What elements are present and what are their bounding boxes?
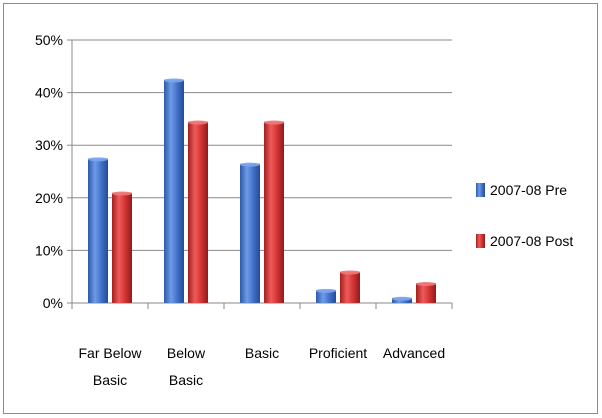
x-category-label: Far Below — [78, 345, 142, 361]
y-tick-label: 50% — [35, 32, 63, 48]
bar-post-top — [416, 282, 436, 287]
y-tick-label: 0% — [43, 295, 63, 311]
legend-swatch-post — [476, 234, 485, 248]
bar-pre-top — [240, 162, 260, 167]
bar-post — [264, 121, 284, 303]
bar-post-top — [340, 270, 360, 275]
bar-pre-top — [164, 78, 184, 83]
bar-pre — [240, 163, 260, 303]
y-tick-label: 40% — [35, 85, 63, 101]
x-category-label: Advanced — [383, 345, 445, 361]
x-category-label: Basic — [245, 345, 279, 361]
bar-post — [340, 271, 360, 303]
bar-pre-top — [316, 288, 336, 293]
bar-post — [416, 283, 436, 303]
bar-pre — [316, 289, 336, 303]
bar-post-top — [264, 120, 284, 125]
bar-pre-top — [392, 296, 412, 301]
x-category-label: Proficient — [309, 345, 367, 361]
x-category-label: Basic — [93, 372, 127, 388]
x-category-label: Below — [167, 345, 206, 361]
legend-swatch-pre — [476, 183, 485, 197]
labels: 0% 10% 20% 30% 40% 50% Far Below Basic Below Basi… — [35, 32, 445, 388]
bar-pre — [88, 158, 108, 303]
y-tick-label: 30% — [35, 137, 63, 153]
legend-label-pre: 2007-08 Pre — [490, 182, 567, 198]
legend-label-post: 2007-08 Post — [490, 233, 573, 249]
axes — [67, 39, 453, 309]
x-category-label: Basic — [169, 372, 203, 388]
gridlines — [72, 39, 452, 251]
bar-post-top — [112, 191, 132, 196]
bar-pre — [164, 79, 184, 303]
bars — [88, 78, 436, 303]
bar-post — [188, 121, 208, 303]
y-tick-label: 10% — [35, 242, 63, 258]
y-tick-label: 20% — [35, 190, 63, 206]
bar-post — [112, 192, 132, 303]
legend: 2007-08 Pre 2007-08 Post — [476, 182, 573, 249]
bar-post-top — [188, 120, 208, 125]
bar-pre-top — [88, 157, 108, 162]
